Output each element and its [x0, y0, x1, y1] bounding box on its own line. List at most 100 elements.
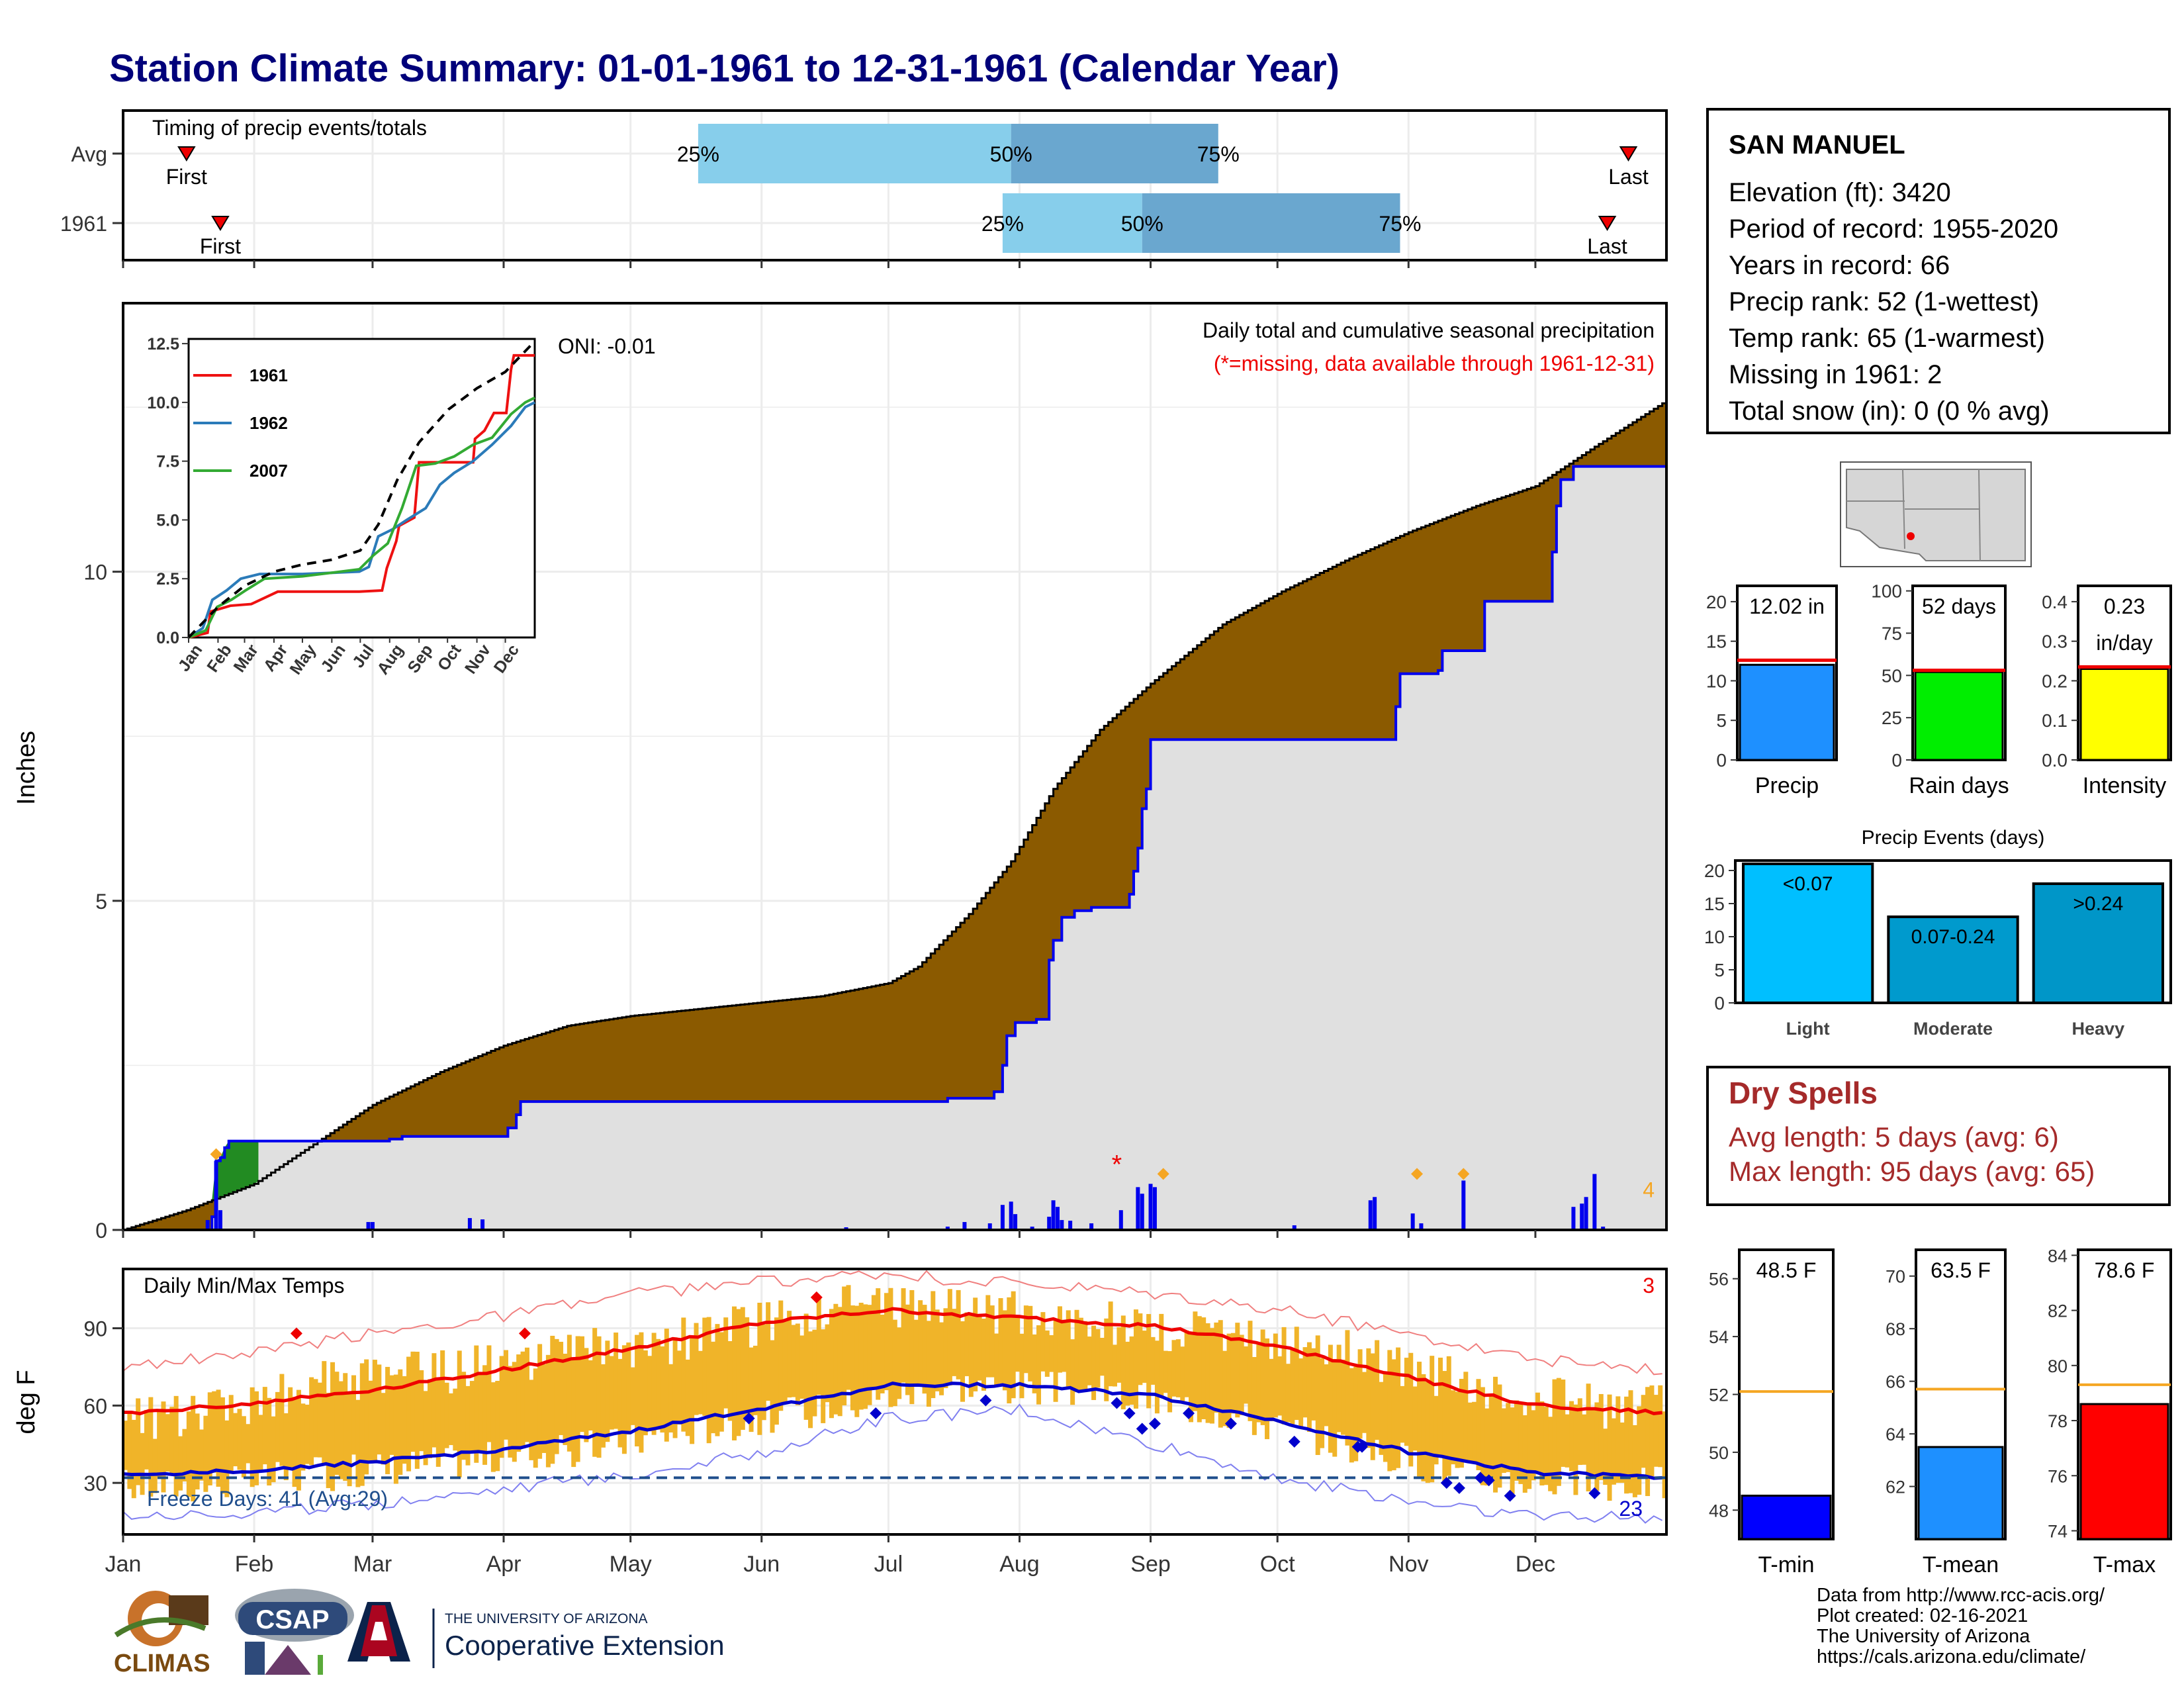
daily-temp-bar — [968, 1314, 974, 1397]
timeline-last-marker — [1619, 146, 1638, 162]
record-low-marker — [1482, 1474, 1495, 1487]
daily-temp-bar — [1244, 1346, 1249, 1404]
page-title: Station Climate Summary: 01-01-1961 to 1… — [109, 47, 1340, 90]
daily-temp-bar — [668, 1364, 674, 1432]
daily-temp-bar — [157, 1411, 162, 1477]
daily-temp-bar — [664, 1329, 669, 1442]
daily-temp-bar — [271, 1416, 276, 1483]
temp-chart-title: Daily Min/Max Temps — [144, 1274, 344, 1297]
daily-precip-bar — [1584, 1197, 1588, 1230]
daily-temp-bar — [592, 1328, 598, 1457]
daily-temp-bar — [1522, 1415, 1527, 1493]
daily-temp-bar — [706, 1317, 711, 1444]
daily-temp-bar — [719, 1332, 724, 1432]
daily-temp-bar — [761, 1324, 766, 1421]
month-tick-label: Jan — [105, 1552, 142, 1577]
summary-y-tick-label: 54 — [1709, 1327, 1729, 1347]
daily-temp-bar — [580, 1336, 585, 1432]
daily-temp-bar — [694, 1323, 699, 1415]
daily-temp-bar — [131, 1419, 136, 1499]
record-low-marker — [1148, 1417, 1161, 1430]
daily-temp-bar — [1400, 1385, 1405, 1443]
daily-temp-bar — [1467, 1402, 1473, 1462]
temp-frame — [122, 1268, 1668, 1536]
daily-temp-bar — [1294, 1327, 1299, 1421]
daily-temp-bar — [745, 1317, 750, 1422]
daily-precip-bar — [1055, 1207, 1060, 1230]
daily-temp-bar — [1484, 1408, 1490, 1486]
daily-temp-bar — [1421, 1374, 1426, 1481]
daily-temp-bar — [736, 1309, 741, 1436]
daily-temp-bar — [913, 1319, 919, 1387]
summary-y-tick-label: 76 — [2048, 1466, 2068, 1486]
daily-temp-bar — [1184, 1330, 1189, 1397]
daily-temp-bar — [1433, 1395, 1439, 1465]
summary-bar-title: Precip — [1755, 773, 1819, 798]
daily-temp-bar — [698, 1350, 703, 1415]
summary-y-tick-label: 0 — [1891, 750, 1902, 771]
daily-temp-bar — [854, 1305, 860, 1417]
daily-temp-bar — [279, 1374, 285, 1466]
daily-temp-bar — [283, 1413, 289, 1481]
daily-temp-bar — [1561, 1379, 1566, 1467]
csap-logo-text: CSAP — [255, 1605, 329, 1634]
daily-temp-bar — [1556, 1378, 1561, 1486]
daily-temp-bar — [524, 1347, 529, 1442]
credit-line: Data from http://www.rcc-acis.org/ — [1817, 1585, 2105, 1606]
daily-temp-bar — [635, 1335, 640, 1447]
daily-temp-bar — [922, 1305, 927, 1394]
month-tick-label: Dec — [1516, 1552, 1555, 1577]
daily-temp-bar — [499, 1356, 504, 1458]
month-tick-label: Nov — [1388, 1552, 1428, 1577]
events-y-tick-label: 10 — [1704, 927, 1725, 947]
temp-count-bottom: 23 — [1619, 1497, 1643, 1521]
temp-y-tick-label: 60 — [83, 1394, 107, 1418]
daily-temp-bar — [1336, 1344, 1342, 1432]
daily-temp-bar — [892, 1319, 897, 1407]
credit-line: https://cals.arizona.edu/climate/ — [1817, 1646, 2086, 1667]
daily-temp-bar — [1197, 1316, 1202, 1423]
timeline-q25-label: 25% — [981, 212, 1024, 236]
daily-precip-bar — [480, 1219, 485, 1230]
summary-bar-title: T-mean — [1923, 1552, 1999, 1577]
daily-temp-bar — [288, 1387, 293, 1468]
daily-temp-bar — [1615, 1396, 1621, 1483]
daily-temp-bar — [1501, 1408, 1506, 1474]
timeline-row-label: Avg — [71, 142, 107, 166]
daily-temp-bar — [1396, 1347, 1401, 1468]
daily-temp-bar — [368, 1380, 373, 1462]
timeline-box-upper — [1142, 193, 1400, 253]
daily-temp-bar — [144, 1409, 149, 1470]
station-detail-line: Years in record: 66 — [1729, 251, 1950, 280]
inset-y-tick-label: 0.0 — [156, 629, 179, 647]
summary-y-tick-label: 52 — [1709, 1385, 1729, 1405]
daily-temp-bar — [1349, 1368, 1354, 1463]
daily-temp-bar — [182, 1429, 187, 1481]
summary-y-tick-label: 0.2 — [2042, 671, 2068, 691]
daily-temp-bar — [199, 1429, 204, 1481]
daily-precip-bar — [1068, 1221, 1073, 1230]
daily-precip-bar — [1136, 1187, 1140, 1230]
summary-y-tick-label: 15 — [1706, 632, 1727, 652]
daily-temp-bar — [998, 1298, 1003, 1384]
summary-y-tick-label: 0 — [1716, 750, 1727, 771]
daily-temp-bar — [1146, 1314, 1152, 1409]
daily-temp-bar — [1142, 1331, 1147, 1383]
record-low-marker — [1355, 1440, 1368, 1453]
summary-bar — [1741, 1494, 1832, 1540]
events-category-label: Light — [1786, 1019, 1830, 1039]
inset-legend-label: 1962 — [250, 413, 288, 433]
daily-temp-bar — [799, 1335, 805, 1399]
daily-temp-bar — [1011, 1291, 1016, 1399]
station-detail-line: Temp rank: 65 (1-warmest) — [1729, 324, 2045, 353]
daily-temp-bar — [1133, 1309, 1138, 1409]
daily-temp-bar — [1366, 1348, 1371, 1448]
summary-bar — [1917, 1446, 2004, 1540]
inset-average-line — [187, 340, 536, 639]
daily-temp-bar — [1586, 1383, 1591, 1491]
timeline-q25-label: 25% — [677, 142, 719, 166]
record-low-marker — [1440, 1477, 1453, 1489]
daily-temp-bar — [453, 1388, 458, 1451]
daily-temp-bar — [1412, 1386, 1418, 1451]
